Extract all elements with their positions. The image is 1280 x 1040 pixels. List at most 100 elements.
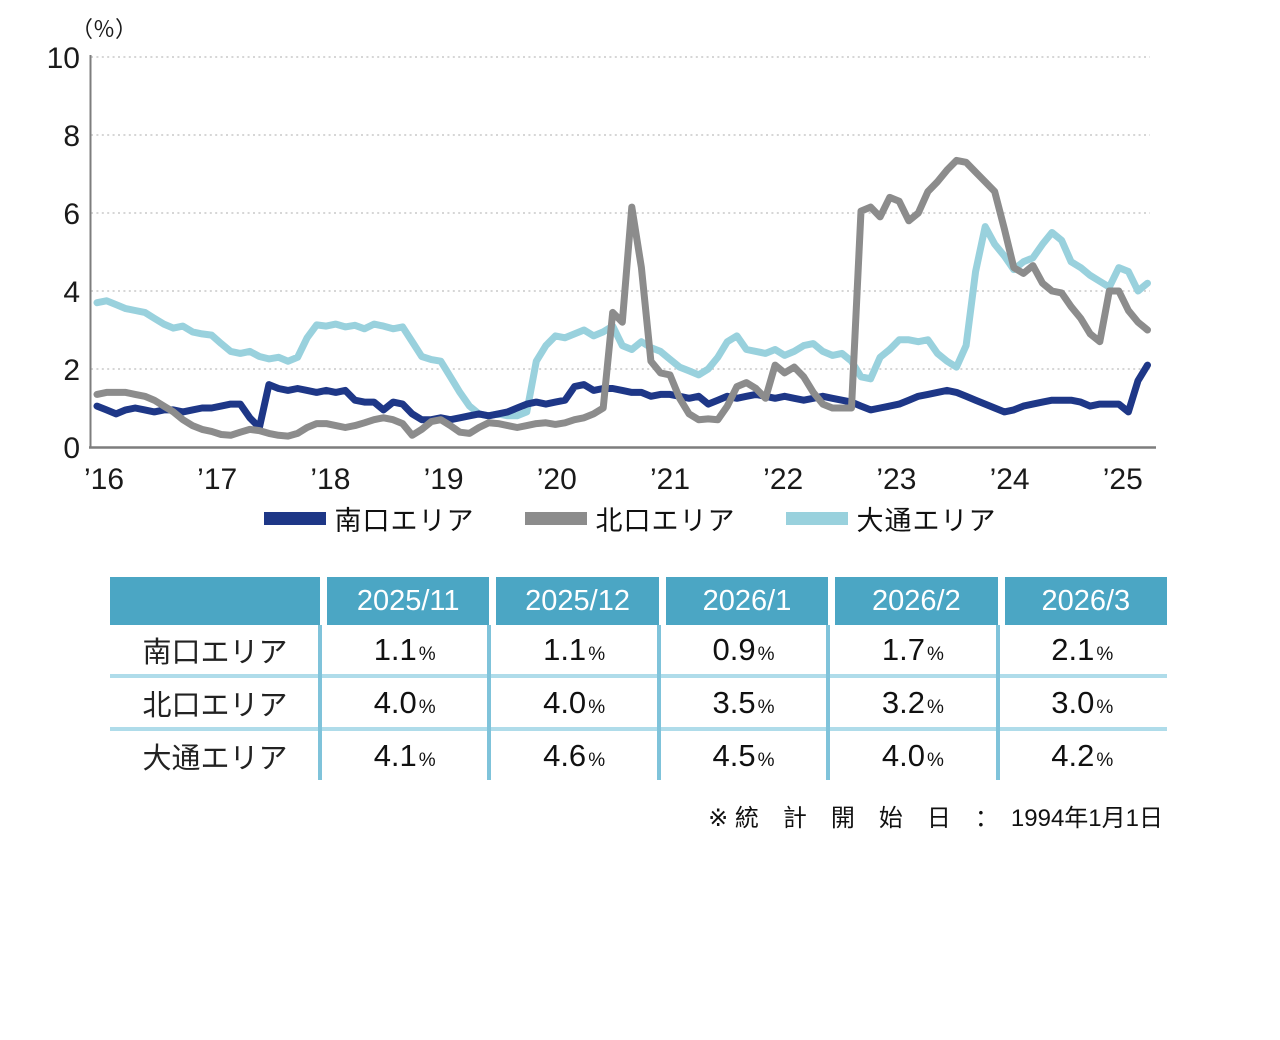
y-tick-label-2: 2 xyxy=(63,354,80,387)
legend-label: 大通エリア xyxy=(856,505,997,536)
column-divider xyxy=(995,625,1000,780)
line-odori-area xyxy=(93,223,1151,420)
row-divider xyxy=(110,674,1167,678)
value-number: 2.1 xyxy=(1051,632,1095,667)
legend-item-minamiguchi-area: 南口エリア xyxy=(263,499,475,538)
x-tick-label-22: ’22 xyxy=(763,463,803,496)
value-number: 4.2 xyxy=(1051,738,1095,773)
table-value-cell: 3.5% xyxy=(659,678,828,727)
value-number: 0.9 xyxy=(712,632,756,667)
value-number: 4.6 xyxy=(543,738,587,773)
value-unit: % xyxy=(926,750,944,771)
x-tick-label-25: ’25 xyxy=(1103,463,1143,496)
x-tick-label-23: ’23 xyxy=(876,463,916,496)
column-divider xyxy=(318,625,322,780)
table-value-cell: 1.7% xyxy=(828,625,997,674)
table-header-cell: 2025/12 xyxy=(489,577,659,625)
footnote: ※ 統 計 開 始 日 ： 1994年1月1日 xyxy=(708,805,1163,832)
table-value-cell: 4.1% xyxy=(320,731,489,780)
y-tick-label-4: 4 xyxy=(63,276,80,309)
occupancy-trend-chart: 0 2 4 6 8 10（％） ’16 ’17 ’18 ’19 ’20 ’21 ’22 ’23 ’24 ’25 xyxy=(47,17,1156,496)
y-tick-label-8: 8 xyxy=(63,120,80,153)
x-tick-label-20: ’20 xyxy=(537,463,577,496)
legend-label: 北口エリア xyxy=(595,505,736,536)
column-divider xyxy=(487,625,492,780)
table-value-cell: 4.0% xyxy=(320,678,489,727)
value-number: 4.0 xyxy=(373,685,417,720)
legend-item-odori-area: 大通エリア xyxy=(785,499,997,538)
value-unit: % xyxy=(418,644,436,665)
table-value-cell: 2.1% xyxy=(998,625,1167,674)
x-tick-label-18: ’18 xyxy=(310,463,350,496)
table-row-label: 南口エリア xyxy=(142,636,288,669)
table-row-label: 北口エリア xyxy=(142,689,288,722)
table-row-label: 大通エリア xyxy=(142,742,288,775)
x-tick-label-21: ’21 xyxy=(650,463,690,496)
value-number: 1.1 xyxy=(373,632,417,667)
x-tick-label-19: ’19 xyxy=(424,463,464,496)
value-unit: % xyxy=(757,644,775,665)
table-value-cell: 1.1% xyxy=(489,625,658,674)
y-tick-label-6: 6 xyxy=(63,198,80,231)
y-tick-label-10: 10 xyxy=(47,42,80,75)
table-value-cell: 4.2% xyxy=(998,731,1167,780)
value-number: 3.2 xyxy=(881,685,925,720)
table-row: 南口エリア 1.1% 1.1% 0.9% 1.7% 2.1% xyxy=(110,625,1167,674)
legend-swatch-minamiguchi-area xyxy=(263,511,326,525)
legend-swatch-kitaguchi-area xyxy=(524,511,587,525)
column-divider xyxy=(656,625,661,780)
value-unit: % xyxy=(757,750,775,771)
value-unit: % xyxy=(1096,750,1114,771)
value-number: 3.0 xyxy=(1051,685,1095,720)
table-body: 南口エリア 1.1% 1.1% 0.9% 1.7% 2.1% 北口エリア 4.0% 4.0% 3.… xyxy=(110,625,1167,780)
table-header-cell: 2026/1 xyxy=(658,577,829,625)
value-unit: % xyxy=(757,697,775,718)
line-kitaguchi-area xyxy=(93,156,1151,440)
x-tick-label-24: ’24 xyxy=(990,463,1030,496)
value-unit: % xyxy=(1096,697,1114,718)
value-number: 3.5 xyxy=(712,685,756,720)
value-unit: % xyxy=(926,697,944,718)
value-number: 1.7 xyxy=(881,632,925,667)
table-value-cell: 0.9% xyxy=(659,625,828,674)
table-header-cell: 2026/3 xyxy=(997,577,1167,625)
table-value-cell: 3.0% xyxy=(998,678,1167,727)
table-value-cell: 1.1% xyxy=(320,625,489,674)
x-tick-label-16: ’16 xyxy=(84,463,124,496)
value-unit: % xyxy=(588,644,606,665)
value-unit: % xyxy=(926,644,944,665)
table-value-cell: 4.0% xyxy=(489,678,658,727)
row-divider xyxy=(110,727,1167,731)
value-unit: % xyxy=(588,750,606,771)
table-corner-cell xyxy=(110,577,320,625)
value-unit: % xyxy=(418,697,436,718)
column-divider xyxy=(826,625,831,780)
y-tick-label-0: 0 xyxy=(63,432,80,465)
line-minamiguchi-area xyxy=(93,361,1151,431)
legend-item-kitaguchi-area: 北口エリア xyxy=(524,499,736,538)
legend-label: 南口エリア xyxy=(334,505,475,536)
table-header-cell: 2026/2 xyxy=(828,577,998,625)
x-tick-label-17: ’17 xyxy=(197,463,237,496)
table-value-cell: 3.2% xyxy=(828,678,997,727)
table-value-cell: 4.0% xyxy=(828,731,997,780)
value-unit: % xyxy=(418,750,436,771)
value-number: 4.0 xyxy=(881,738,925,773)
value-unit: % xyxy=(588,697,606,718)
value-number: 4.5 xyxy=(712,738,756,773)
monthly-rate-table: 2025/11 2025/12 2026/1 2026/2 2026/3 南口エリア 1.1… xyxy=(110,577,1167,780)
table-header-cell: 2025/11 xyxy=(320,577,490,625)
chart-legend: 南口エリア 北口エリア 大通エリア xyxy=(0,499,1260,538)
value-number: 4.1 xyxy=(373,738,417,773)
table-row: 大通エリア 4.1% 4.6% 4.5% 4.0% 4.2% xyxy=(110,731,1167,780)
y-axis-unit-label: （％） xyxy=(71,17,137,42)
value-number: 4.0 xyxy=(543,685,587,720)
table-value-cell: 4.5% xyxy=(659,731,828,780)
value-number: 1.1 xyxy=(543,632,587,667)
legend-swatch-odori-area xyxy=(785,511,848,525)
value-unit: % xyxy=(1096,644,1114,665)
table-value-cell: 4.6% xyxy=(489,731,658,780)
table-row: 北口エリア 4.0% 4.0% 3.5% 3.2% 3.0% xyxy=(110,678,1167,727)
table-header-row: 2025/11 2025/12 2026/1 2026/2 2026/3 xyxy=(110,577,1167,625)
